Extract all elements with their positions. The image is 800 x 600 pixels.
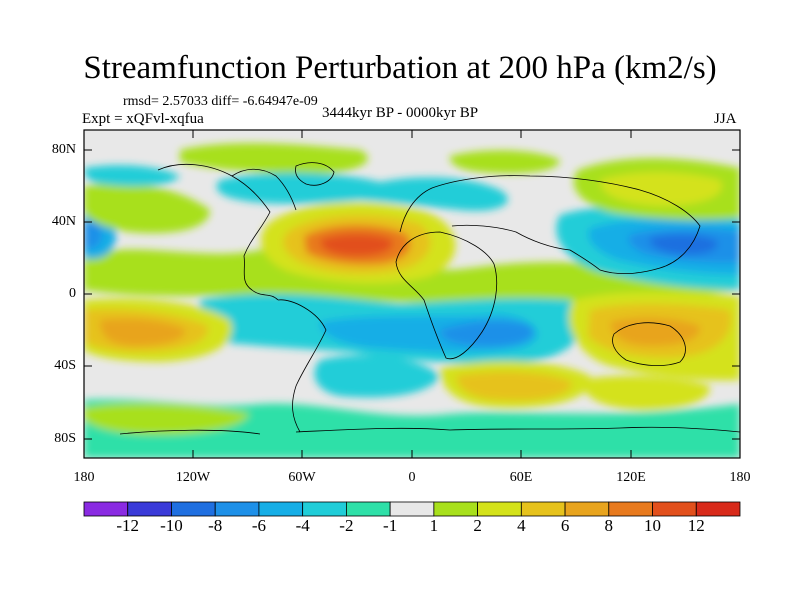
colorbar-label: 2 xyxy=(473,516,482,535)
colorbar-label: 4 xyxy=(517,516,526,535)
colorbar-swatch xyxy=(389,501,435,517)
plot-title: Streamfunction Perturbation at 200 hPa (… xyxy=(83,50,717,86)
colorbar-swatch xyxy=(520,501,566,517)
lon-tick-60e: 60E xyxy=(509,470,533,485)
colorbar-label: 12 xyxy=(687,516,705,535)
lon-tick-60w: 60W xyxy=(288,470,316,485)
colorbar-swatch xyxy=(564,501,610,517)
colorbar-swatch xyxy=(127,501,172,517)
colorbar-label: 1 xyxy=(429,516,439,535)
colorbar-swatch xyxy=(171,501,216,517)
colorbar-swatch xyxy=(652,501,697,517)
colorbar-label: -10 xyxy=(160,516,183,535)
lat-tick-40n: 40N xyxy=(51,214,76,229)
colorbar-label: -12 xyxy=(116,516,140,535)
axis-ticks xyxy=(84,130,740,458)
colorbar-swatch xyxy=(258,501,304,517)
stats-line: rmsd= 2.57033 diff= -6.64947e-09 xyxy=(123,94,318,109)
lat-tick-0: 0 xyxy=(69,286,76,301)
period-label: 3444kyr BP - 0000kyr BP xyxy=(322,105,479,121)
contour-field xyxy=(84,130,740,458)
colorbar xyxy=(83,501,741,517)
colorbar-swatch xyxy=(695,501,741,517)
lat-tick-80s: 80S xyxy=(54,431,76,446)
colorbar-label: 10 xyxy=(644,516,662,535)
colorbar-label: -4 xyxy=(295,516,310,535)
colorbar-swatch xyxy=(214,501,260,517)
colorbar-swatch xyxy=(433,501,479,517)
experiment-label: Expt = xQFvl-xqfua xyxy=(82,111,204,127)
colorbar-swatch xyxy=(477,501,522,517)
season-label: JJA xyxy=(714,111,737,127)
colorbar-swatch xyxy=(608,501,653,517)
colorbar-label: 8 xyxy=(604,516,614,535)
colorbar-label: -8 xyxy=(208,516,223,535)
coastlines xyxy=(119,162,740,435)
colorbar-label: -6 xyxy=(251,516,266,535)
lon-tick-120e: 120E xyxy=(616,470,646,485)
lon-tick-180e: 180 xyxy=(729,470,751,485)
colorbar-swatch xyxy=(302,501,347,517)
colorbar-label: 6 xyxy=(560,516,570,535)
colorbar-label: -2 xyxy=(339,516,354,535)
lon-tick-120w: 120W xyxy=(175,470,211,485)
lon-tick-0: 0 xyxy=(408,470,416,485)
colorbar-label: -1 xyxy=(383,516,398,535)
colorbar-swatch xyxy=(83,501,129,517)
colorbar-swatch xyxy=(345,501,391,517)
lat-tick-40s: 40S xyxy=(54,358,76,373)
lon-tick-180w: 180 xyxy=(73,470,95,485)
lat-tick-80n: 80N xyxy=(51,142,76,157)
